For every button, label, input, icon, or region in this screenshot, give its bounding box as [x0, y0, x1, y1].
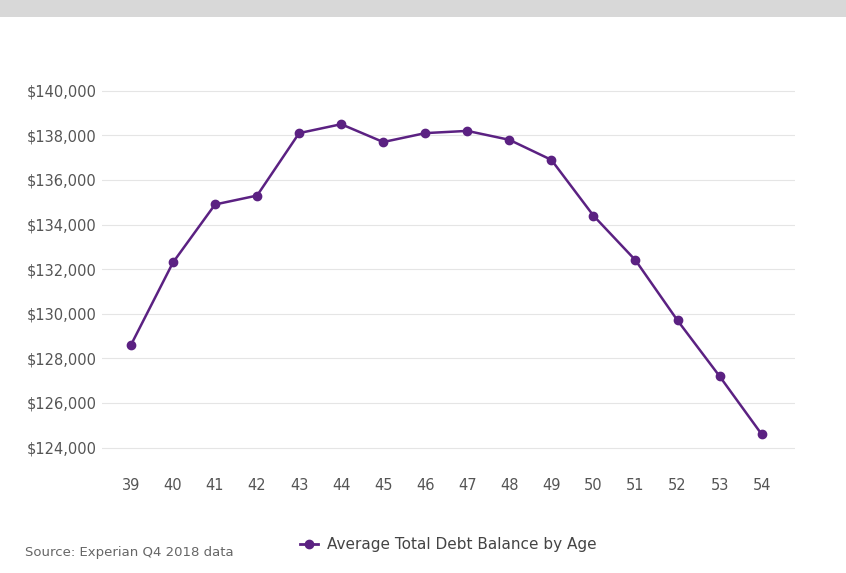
Legend: Average Total Debt Balance by Age: Average Total Debt Balance by Age [294, 531, 603, 558]
Text: Source: Experian Q4 2018 data: Source: Experian Q4 2018 data [25, 545, 234, 559]
